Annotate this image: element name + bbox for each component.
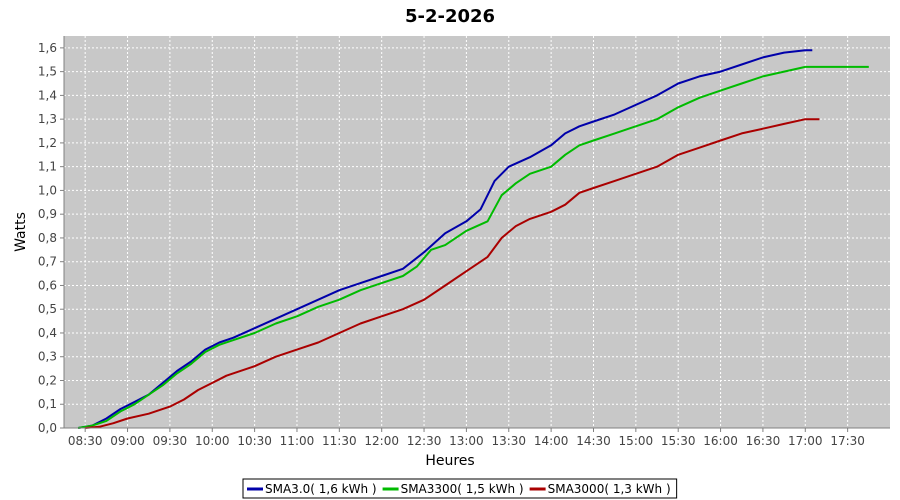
x-tick-label: 16:30: [746, 434, 781, 448]
x-tick-label: 16:00: [703, 434, 738, 448]
y-tick-label: 0,5: [38, 302, 57, 316]
y-tick-label: 0,6: [38, 278, 57, 292]
legend: SMA3.0( 1,6 kWh ) SMA3300( 1,5 kWh ) SMA30…: [242, 478, 678, 499]
series-line-3: [85, 118, 820, 429]
y-tick-label: 0,8: [38, 231, 57, 245]
x-tick-label: 14:30: [576, 434, 611, 448]
legend-label-2: SMA3300( 1,5 kWh ): [401, 482, 524, 496]
y-tick-label: 0,2: [38, 373, 57, 387]
y-tick-label: 1,3: [38, 112, 57, 126]
y-tick-label: 0,0: [38, 421, 57, 435]
grid-lines: [64, 36, 890, 428]
x-axis-ticks: 08:30 09:00 09:30 10:00 10:30 11:00 11:30 12:00…: [68, 428, 865, 448]
y-axis-ticks: 0,0 0,1 0,2 0,3 0,4 0,5 0,6 0,7 0,8 0,9 1,0 1,1 1,2 1…: [38, 41, 64, 435]
x-tick-label: 14:00: [534, 434, 569, 448]
y-tick-label: 1,4: [38, 88, 57, 102]
x-tick-label: 08:30: [68, 434, 103, 448]
axes: [63, 36, 890, 429]
legend-box: [242, 478, 678, 499]
plot-area: [64, 36, 890, 428]
y-axis-label: Watts: [13, 212, 29, 252]
x-tick-label: 11:30: [322, 434, 357, 448]
y-tick-label: 1,2: [38, 136, 57, 150]
x-tick-label: 15:30: [661, 434, 696, 448]
legend-label-3: SMA3000( 1,3 kWh ): [548, 482, 671, 496]
x-tick-label: 13:00: [449, 434, 484, 448]
x-tick-label: 13:30: [491, 434, 526, 448]
series-line-1: [77, 49, 813, 429]
x-axis-label: Heures: [425, 453, 474, 469]
legend-label-1: SMA3.0( 1,6 kWh ): [265, 482, 377, 496]
y-tick-label: 0,3: [38, 350, 57, 364]
y-tick-label: 0,1: [38, 397, 57, 411]
x-tick-label: 10:00: [195, 434, 230, 448]
x-tick-label: 17:00: [788, 434, 823, 448]
series-lines: [77, 49, 869, 429]
y-tick-label: 0,9: [38, 207, 57, 221]
y-tick-label: 1,6: [38, 41, 57, 55]
x-tick-label: 12:00: [364, 434, 399, 448]
x-tick-label: 09:30: [153, 434, 188, 448]
y-tick-label: 0,4: [38, 326, 57, 340]
y-tick-label: 1,0: [38, 183, 57, 197]
chart-title: 5-2-2026: [405, 6, 495, 27]
x-tick-label: 12:30: [407, 434, 442, 448]
y-tick-label: 1,1: [38, 160, 57, 174]
y-tick-label: 0,7: [38, 255, 57, 269]
x-tick-label: 09:00: [110, 434, 145, 448]
x-tick-label: 15:00: [619, 434, 654, 448]
x-tick-label: 10:30: [237, 434, 272, 448]
x-tick-label: 17:30: [830, 434, 865, 448]
x-tick-label: 11:00: [280, 434, 315, 448]
series-line-2: [77, 65, 869, 429]
y-tick-label: 1,5: [38, 65, 57, 79]
